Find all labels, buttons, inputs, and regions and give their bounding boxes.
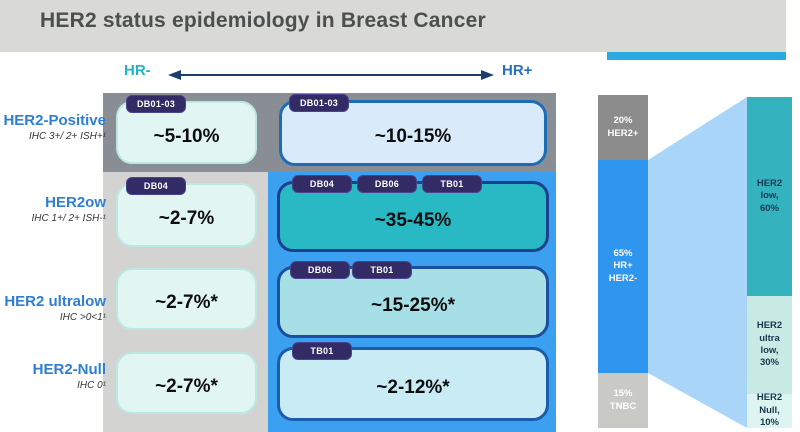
row-subtitle: IHC >0<1¹ <box>59 312 106 324</box>
cell-her2-null-hr-neg: ~2-7%* <box>116 352 257 414</box>
database-badge: TB01 <box>352 261 412 279</box>
row-name: HER2ow <box>45 194 106 211</box>
bar-segment-hr-pos-her2-neg: 65% HR+ HER2- <box>598 160 648 373</box>
flow-band <box>648 97 747 428</box>
row-label-her2-positive: HER2-Positive IHC 3+/ 2+ ISH+¹ <box>0 112 106 143</box>
row-subtitle: IHC 1+/ 2+ ISH-¹ <box>31 213 106 225</box>
database-badge: DB04 <box>292 175 352 193</box>
bar-segment-her2-ultralow: HER2 ultra low, 30% <box>747 296 792 394</box>
database-badge: DB06 <box>290 261 350 279</box>
hr-positive-label: HR+ <box>502 62 533 79</box>
database-badge: TB01 <box>422 175 482 193</box>
bar-segment-her2-positive: 20% HER2+ <box>598 95 648 160</box>
row-name: HER2 ultralow <box>4 293 106 310</box>
cell-value: ~2-7%* <box>155 292 218 313</box>
cell-value: ~5-10% <box>153 125 220 147</box>
database-badge: TB01 <box>292 342 352 360</box>
row-name: HER2-Positive <box>3 112 106 129</box>
row-name: HER2-Null <box>32 361 106 378</box>
cell-value: ~2-7% <box>158 208 215 229</box>
cell-value: ~15-25%* <box>371 295 455 316</box>
header-band <box>0 0 786 52</box>
page-title: HER2 status epidemiology in Breast Cance… <box>40 9 486 32</box>
hr-negative-label: HR- <box>124 62 151 79</box>
accent-bar <box>607 52 786 60</box>
database-badge: DB01-03 <box>126 95 186 113</box>
row-subtitle: IHC 3+/ 2+ ISH+¹ <box>29 131 106 143</box>
row-label-her2-ultralow: HER2 ultralow IHC >0<1¹ <box>0 293 106 324</box>
cell-value: ~35-45% <box>374 209 452 231</box>
cell-value: ~10-15% <box>374 126 452 147</box>
cell-value: ~2-12%* <box>376 377 450 398</box>
cell-her2-ultralow-hr-neg: ~2-7%* <box>116 268 257 330</box>
database-badge: DB01-03 <box>289 94 349 112</box>
row-label-her2-null: HER2-Null IHC 0¹ <box>0 361 106 392</box>
cell-her2-positive-hr-pos: ~10-15% <box>279 100 547 166</box>
row-label-her2-low: HER2ow IHC 1+/ 2+ ISH-¹ <box>0 194 106 225</box>
bar-segment-tnbc: 15% TNBC <box>598 373 648 428</box>
database-badge: DB06 <box>357 175 417 193</box>
bar-segment-her2-null: HER2 Null, 10% <box>747 392 792 428</box>
cell-value: ~2-7%* <box>155 376 218 397</box>
bar-segment-her2-low: HER2 low, 60% <box>747 97 792 296</box>
row-subtitle: IHC 0¹ <box>77 380 106 392</box>
database-badge: DB04 <box>126 177 186 195</box>
hr-axis-arrow-icon <box>168 70 494 80</box>
